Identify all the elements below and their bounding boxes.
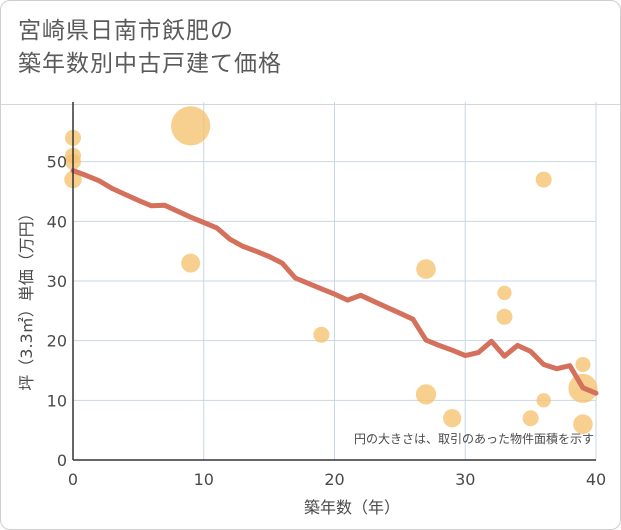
x-tick-label-4: 40 [586, 470, 606, 489]
bubble-point-6 [313, 326, 330, 343]
x-tick-label-0: 0 [68, 470, 78, 489]
bubble-point-7 [416, 259, 436, 279]
y-tick-label-1: 10 [47, 391, 67, 410]
bubble-point-4 [171, 106, 211, 146]
x-tick-label-2: 20 [324, 470, 344, 489]
bubble-point-13 [535, 171, 552, 188]
trend-series [70, 168, 599, 396]
trend-line [70, 168, 599, 396]
bubble-point-8 [415, 384, 437, 405]
chart-title-line-2: 築年数別中古戸建て価格 [18, 51, 282, 77]
bubble-point-11 [496, 308, 513, 325]
y-tick-label-4: 40 [47, 212, 67, 231]
bubble-point-17 [573, 414, 593, 434]
tick-labels: 0 10 20 30 40 0 10 20 30 40 50 [47, 153, 607, 489]
chart-title: 宮崎県日南市飫肥の 築年数別中古戸建て価格 [18, 15, 282, 81]
bubble-series [64, 106, 598, 434]
bubble-point-12 [522, 410, 539, 427]
y-tick-label-2: 20 [47, 332, 67, 351]
x-tick-label-3: 30 [455, 470, 475, 489]
y-tick-label-0: 0 [57, 451, 67, 470]
bubble-point-5 [181, 253, 201, 273]
bubble-point-9 [443, 409, 462, 428]
bubble-point-15 [575, 356, 591, 373]
size-legend-note: 円の大きさは、取引のあった物件面積を示す [354, 431, 594, 446]
y-tick-label-3: 30 [47, 272, 67, 291]
chart-title-line-1: 宮崎県日南市飫肥の [18, 18, 234, 44]
bubble-point-10 [497, 285, 512, 301]
x-tick-label-1: 10 [194, 470, 214, 489]
grid-lines [73, 102, 597, 460]
x-axis-label: 築年数（年） [304, 498, 400, 517]
y-axis-label: 坪（3.3㎡）単価（万円） [17, 205, 36, 390]
bubble-point-14 [536, 393, 551, 408]
y-tick-label-5: 50 [47, 153, 67, 172]
axes [72, 102, 596, 461]
title-divider [1, 104, 620, 105]
